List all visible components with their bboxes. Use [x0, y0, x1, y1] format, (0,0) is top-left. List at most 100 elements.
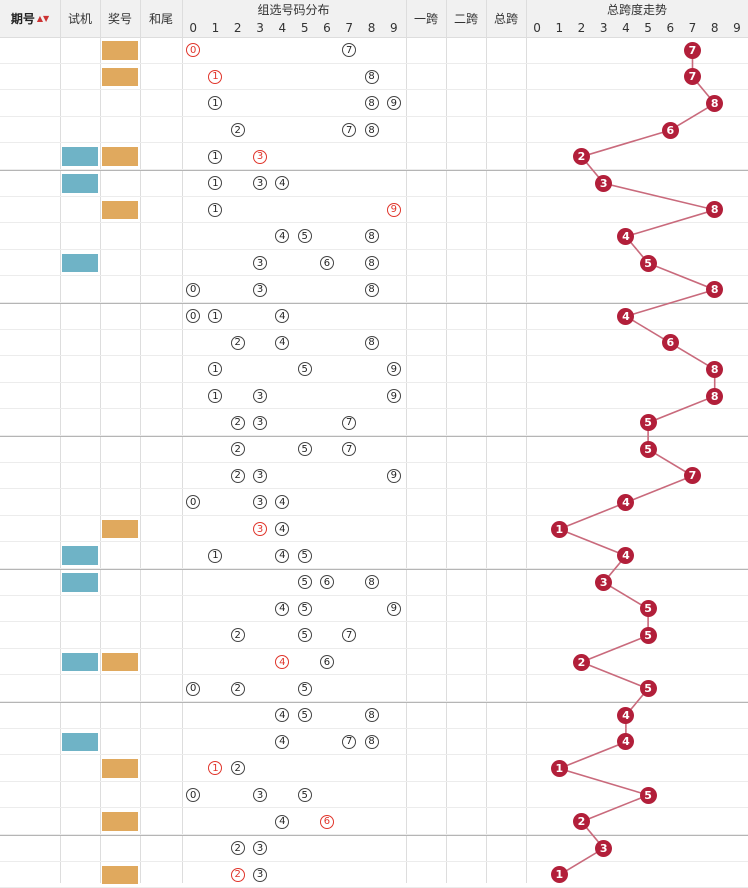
header-dist-digit: 9	[382, 18, 405, 37]
trial-cell	[62, 573, 98, 592]
header-dist-digit: 3	[248, 18, 272, 37]
dist-hit-cell: 6	[316, 250, 338, 277]
dist-hit-cell: 1	[204, 90, 226, 117]
trend-ball: 7	[684, 68, 701, 86]
dist-hit-cell: 2	[227, 117, 249, 144]
dist-hit-cell: 8	[360, 223, 382, 250]
dist-hit-cell: 1	[204, 542, 226, 569]
trend-ball: 3	[595, 174, 613, 192]
hit-circle: 7	[342, 43, 357, 58]
header-trend-digit: 1	[548, 18, 571, 37]
hit-circle: 5	[297, 708, 312, 723]
hit-circle: 3	[253, 282, 268, 297]
trend-ball: 4	[617, 307, 635, 325]
header-total-span: 总跨	[486, 0, 526, 37]
dist-hit-cell: 5	[294, 223, 316, 250]
dist-hit-cell: 4	[271, 649, 293, 676]
hit-circle: 4	[275, 708, 290, 723]
sort-icon[interactable]: ▲▼	[36, 14, 50, 23]
dist-hit-cell: 4	[271, 729, 293, 756]
header-group-distribution: 组选号码分布	[182, 0, 405, 18]
header-trend-digit: 3	[592, 18, 615, 37]
dist-hit-cell: 4	[271, 808, 293, 835]
header-trend-digit: 2	[570, 18, 593, 37]
header-trend-digit: 7	[681, 18, 704, 37]
dist-hit-cell: 8	[360, 729, 382, 756]
hit-circle: 3	[253, 522, 268, 537]
dist-hit-cell: 3	[249, 409, 271, 436]
dist-hit-cell: 2	[227, 862, 249, 888]
hit-circle: 4	[275, 814, 290, 829]
table-row	[0, 436, 748, 463]
dist-hit-cell: 7	[338, 729, 360, 756]
trend-ball: 5	[639, 254, 657, 272]
header-period[interactable]: 期号 ▲▼	[0, 0, 60, 37]
header-trend-digit: 4	[614, 18, 637, 37]
prize-cell	[102, 41, 138, 60]
dist-hit-cell: 1	[204, 303, 226, 330]
header-dist-digit: 2	[226, 18, 249, 37]
hit-circle: 0	[186, 495, 201, 510]
trend-ball: 2	[573, 653, 590, 671]
dist-hit-cell: 3	[249, 463, 271, 490]
header-dist-digit: 1	[204, 18, 227, 37]
trial-cell	[62, 652, 98, 672]
table-row	[0, 250, 748, 277]
dist-hit-cell: 3	[249, 143, 271, 170]
dist-hit-cell: 2	[227, 675, 249, 702]
table-row	[0, 729, 748, 756]
dist-hit-cell: 8	[360, 569, 382, 596]
trend-ball: 5	[639, 600, 657, 618]
dist-hit-cell: 3	[249, 170, 271, 197]
dist-hit-cell: 5	[294, 569, 316, 596]
dist-hit-cell: 1	[204, 755, 226, 782]
table-row	[0, 303, 748, 330]
dist-hit-cell: 2	[227, 409, 249, 436]
hit-circle: 4	[275, 495, 290, 510]
dist-hit-cell: 1	[204, 197, 226, 224]
hit-circle: 3	[253, 495, 268, 510]
hit-circle: 5	[297, 548, 312, 563]
dist-hit-cell: 1	[204, 64, 226, 91]
header-trend-digit: 5	[637, 18, 660, 37]
hit-circle: 8	[364, 575, 379, 590]
header-dist-digit: 6	[315, 18, 339, 37]
hit-circle: 7	[342, 628, 357, 643]
hit-circle: 0	[186, 309, 201, 324]
dist-hit-cell: 9	[383, 197, 405, 224]
table-row	[0, 622, 748, 649]
hit-circle: 4	[275, 601, 290, 616]
trial-cell	[62, 174, 98, 193]
hit-circle: 5	[297, 442, 312, 457]
hit-circle: 1	[208, 389, 223, 404]
dist-hit-cell: 3	[249, 782, 271, 809]
dist-hit-cell: 1	[204, 143, 226, 170]
dist-hit-cell: 4	[271, 170, 293, 197]
dist-hit-cell: 5	[294, 782, 316, 809]
dist-hit-cell: 2	[227, 755, 249, 782]
table-row	[0, 755, 748, 782]
hit-circle: 2	[230, 628, 245, 643]
dist-hit-cell: 8	[360, 90, 382, 117]
header-dist-digit: 7	[338, 18, 361, 37]
dist-hit-cell: 4	[271, 516, 293, 543]
dist-hit-cell: 5	[294, 542, 316, 569]
hit-circle: 4	[275, 176, 290, 191]
trend-ball: 1	[550, 520, 568, 538]
hit-circle: 7	[342, 415, 357, 430]
hit-circle: 1	[208, 548, 223, 563]
dist-hit-cell: 5	[294, 675, 316, 702]
header-dist-digit: 4	[271, 18, 294, 37]
dist-hit-cell: 1	[204, 383, 226, 410]
table-row	[0, 356, 748, 383]
hit-circle: 2	[230, 442, 245, 457]
trial-cell	[62, 546, 98, 565]
table-row	[0, 276, 748, 303]
table-row	[0, 569, 748, 596]
hit-circle: 9	[386, 96, 401, 111]
dist-hit-cell: 8	[360, 250, 382, 277]
dist-hit-cell: 8	[360, 276, 382, 303]
trend-ball: 1	[550, 760, 568, 777]
hit-circle: 5	[297, 628, 312, 643]
header-dist-digit: 5	[293, 18, 316, 37]
